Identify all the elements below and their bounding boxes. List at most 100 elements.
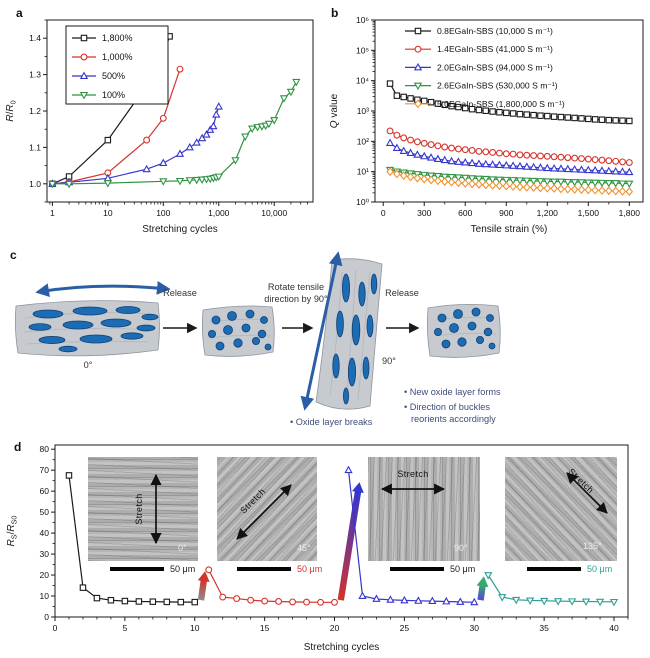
release-label-1: Release	[163, 288, 197, 298]
svg-text:15: 15	[260, 623, 270, 633]
panel-b-letter: b	[331, 6, 339, 20]
tensile-direction-arrow-horizontal	[35, 281, 171, 297]
rotate-label-line1: Rotate tensile	[268, 282, 324, 292]
svg-text:900: 900	[499, 208, 513, 218]
scale-bar-line	[237, 567, 291, 571]
scale-bar-label: 50 μm	[297, 564, 323, 574]
svg-text:1,000: 1,000	[208, 208, 230, 218]
svg-text:5: 5	[123, 623, 128, 633]
note-oxide-breaks: • Oxide layer breaks	[290, 417, 373, 427]
svg-text:RS/RS0: RS/RS0	[6, 516, 19, 547]
sem-inset-135deg: Stretch 135°	[505, 457, 617, 561]
stretch-annotation-90deg: Stretch 90°	[380, 469, 468, 553]
svg-text:1,200: 1,200	[537, 208, 559, 218]
svg-text:300: 300	[417, 208, 431, 218]
svg-text:1.1: 1.1	[29, 142, 41, 152]
svg-text:600: 600	[458, 208, 472, 218]
svg-text:Tensile strain (%): Tensile strain (%)	[471, 224, 548, 235]
scale-bar-3: 50 μm	[527, 564, 612, 574]
svg-text:1.3: 1.3	[29, 70, 41, 80]
rotate-label-line2: direction by 90°	[264, 294, 328, 304]
stretch-label: Stretch	[134, 493, 144, 524]
sem-inset-90deg: Stretch 90°	[368, 457, 480, 561]
scale-bar-label: 50 μm	[450, 564, 476, 574]
chart-a-cycles-resistance: 1 10 100 1,000 10,000 1.0 1.1 1.2 1.3 1.4 Stretchi…	[5, 19, 314, 235]
membrane-stretched-90deg	[315, 258, 383, 410]
stretch-label: Stretch	[397, 469, 428, 479]
chart-d-rs-cycles: 0 5 10 15 20 25 30 35 40 0 10 20 30 40 50 60 70 80 Stretch…	[6, 444, 629, 653]
svg-text:20: 20	[40, 570, 50, 580]
svg-text:10⁰: 10⁰	[356, 197, 369, 207]
scale-bar-line	[390, 567, 444, 571]
svg-text:0.8EGaIn-SBS (10,000 S m⁻¹): 0.8EGaIn-SBS (10,000 S m⁻¹)	[437, 26, 553, 36]
svg-text:10⁶: 10⁶	[356, 15, 369, 25]
scale-bar-label: 50 μm	[170, 564, 196, 574]
svg-text:60: 60	[40, 486, 50, 496]
svg-text:1.0: 1.0	[29, 179, 41, 189]
membrane-relaxed-2	[426, 304, 501, 358]
svg-text:10⁵: 10⁵	[356, 45, 369, 55]
svg-text:30: 30	[470, 623, 480, 633]
svg-text:R/R0: R/R0	[5, 100, 18, 121]
svg-text:5.0EGaIn-SBS (1,800,000 S m⁻¹): 5.0EGaIn-SBS (1,800,000 S m⁻¹)	[437, 99, 565, 109]
svg-text:1.2: 1.2	[29, 106, 41, 116]
svg-text:100%: 100%	[102, 90, 125, 100]
svg-text:10: 10	[190, 623, 200, 633]
svg-text:10¹: 10¹	[357, 167, 369, 177]
svg-text:1: 1	[50, 208, 55, 218]
svg-text:40: 40	[609, 623, 619, 633]
svg-text:1,800%: 1,800%	[102, 33, 133, 43]
stretch-annotation-135deg: Stretch 135°	[566, 466, 608, 551]
panel-d: 0 5 10 15 20 25 30 35 40 0 10 20 30 40 50 60 70 80 Stretch…	[0, 437, 650, 658]
membrane-relaxed-1	[201, 305, 275, 357]
svg-text:35: 35	[539, 623, 549, 633]
chart-b-q-value: 0 300 600 900 1,200 1,500 1,800 10⁰ 10¹ 10² 10³ 10⁴…	[329, 15, 644, 235]
svg-text:Stretching cycles: Stretching cycles	[142, 224, 218, 235]
svg-text:2.6EGaIn-SBS (530,000 S m⁻¹): 2.6EGaIn-SBS (530,000 S m⁻¹)	[437, 81, 558, 91]
scale-bar-2: 50 μm	[390, 564, 475, 574]
angle-label: 0°	[178, 543, 187, 553]
panel-a-letter: a	[16, 6, 23, 20]
stretch-label: Stretch	[238, 486, 267, 515]
svg-text:0: 0	[53, 623, 58, 633]
svg-text:1,800: 1,800	[619, 208, 641, 218]
svg-text:10: 10	[103, 208, 113, 218]
stretch-annotation-0deg: Stretch 0°	[134, 473, 187, 553]
svg-text:Stretching cycles: Stretching cycles	[304, 642, 380, 653]
svg-text:10⁴: 10⁴	[356, 76, 369, 86]
scale-bar-label: 50 μm	[587, 564, 613, 574]
svg-text:500%: 500%	[102, 71, 125, 81]
svg-text:1,500: 1,500	[578, 208, 600, 218]
svg-text:0: 0	[44, 612, 49, 622]
angle-label-0: 0°	[84, 360, 93, 370]
angle-label: 90°	[454, 543, 468, 553]
svg-text:40: 40	[40, 528, 50, 538]
membrane-stretched-0deg	[14, 300, 160, 357]
svg-text:10: 10	[40, 591, 50, 601]
sem-inset-45deg: Stretch 45°	[217, 457, 317, 561]
stretch-annotation-45deg: Stretch 45°	[236, 484, 311, 553]
svg-text:25: 25	[400, 623, 410, 633]
svg-text:80: 80	[40, 444, 50, 454]
svg-text:100: 100	[156, 208, 170, 218]
svg-text:30: 30	[40, 549, 50, 559]
svg-text:10³: 10³	[357, 106, 369, 116]
scale-bar-0: 50 μm	[110, 564, 195, 574]
scale-bar-line	[527, 567, 581, 571]
note-direction-2: reorients accordingly	[411, 414, 496, 424]
svg-text:50: 50	[40, 507, 50, 517]
panel-d-letter: d	[14, 440, 22, 454]
scale-bar-line	[110, 567, 164, 571]
note-new-oxide: • New oxide layer forms	[404, 387, 501, 397]
angle-label: 45°	[297, 543, 311, 553]
note-direction-1: • Direction of buckles	[404, 402, 490, 412]
svg-text:70: 70	[40, 465, 50, 475]
svg-text:2.0EGaIn-SBS (94,000 S m⁻¹): 2.0EGaIn-SBS (94,000 S m⁻¹)	[437, 62, 553, 72]
tensile-direction-arrow-vertical	[300, 251, 343, 411]
svg-text:10²: 10²	[357, 136, 369, 146]
svg-text:Q value: Q value	[329, 93, 340, 128]
angle-label-90: 90°	[382, 356, 396, 366]
release-label-2: Release	[385, 288, 419, 298]
svg-text:20: 20	[330, 623, 340, 633]
